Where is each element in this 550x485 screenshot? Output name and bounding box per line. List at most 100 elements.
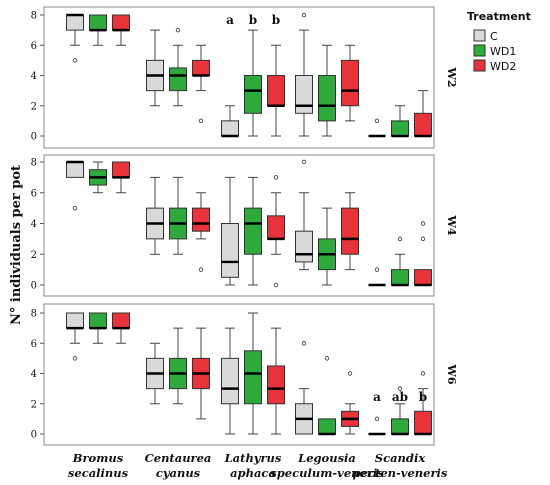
y-tick-label: 0: [31, 132, 37, 143]
box-C: [295, 341, 313, 435]
legend-title: Treatment: [467, 10, 531, 23]
outlier-point: [273, 175, 279, 180]
outlier-point: [374, 118, 380, 124]
species-label: Bromus: [72, 451, 124, 465]
box-WD2: [192, 44, 210, 124]
outlier-point: [72, 58, 78, 63]
box-iqr: [267, 75, 285, 107]
y-axis-label: N° individuals per pot: [9, 165, 24, 325]
panel-frame: [43, 154, 435, 297]
box-iqr: [318, 75, 336, 122]
box-iqr: [112, 14, 130, 31]
box-WD1: [169, 327, 187, 405]
box-iqr: [112, 312, 130, 329]
box-iqr: [295, 230, 313, 263]
box-C: [66, 312, 84, 361]
outlier-point: [420, 221, 426, 226]
panel-W2: 0 2 4 6 8 W2 a b b: [31, 6, 458, 149]
box-WD1: [89, 312, 107, 344]
y-tick-label: 2: [31, 101, 37, 112]
box-iqr: [192, 207, 210, 232]
box-WD1: [244, 312, 262, 435]
box-WD1: [318, 356, 336, 436]
species-label: Scandix: [375, 451, 426, 465]
panel-W4: 0 2 4 6 8 W4: [31, 154, 458, 297]
box-C: [295, 159, 313, 271]
box-iqr: [391, 418, 409, 435]
box-iqr: [341, 59, 359, 107]
box-iqr: [391, 120, 409, 137]
outlier-point: [198, 267, 204, 272]
box-WD1: [169, 176, 187, 255]
panel-tag: W4: [445, 214, 458, 235]
species-label: Legousia: [297, 451, 356, 465]
outlier-point: [397, 386, 403, 391]
significance-letter: a: [226, 13, 234, 27]
legend-swatch-WD2: [473, 59, 486, 72]
y-tick-label: 4: [31, 369, 37, 380]
y-tick-label: 6: [31, 41, 37, 52]
y-tick-label: 8: [31, 158, 37, 169]
panel-frame: [43, 303, 435, 446]
y-tick-label: 8: [31, 309, 37, 320]
box-WD1: [391, 236, 409, 287]
box-iqr: [244, 207, 262, 255]
significance-letter: a: [373, 390, 381, 404]
legend-label-WD2: WD2: [490, 60, 516, 73]
species-label: secalinus: [68, 466, 129, 480]
box-iqr: [244, 75, 262, 114]
outlier-point: [273, 282, 279, 288]
outlier-point: [301, 12, 307, 18]
box-WD2: [341, 371, 359, 435]
box-WD2: [414, 221, 432, 287]
box-C: [221, 105, 239, 138]
box-C: [368, 118, 386, 138]
box-WD2: [267, 44, 285, 137]
outlier-point: [397, 236, 403, 242]
box-WD1: [169, 27, 187, 107]
box-iqr: [192, 59, 210, 76]
box-iqr: [89, 312, 107, 329]
box-WD2: [112, 312, 130, 344]
y-tick-label: 4: [31, 219, 37, 230]
species-label: Centaurea: [145, 451, 212, 465]
outlier-point: [301, 159, 307, 165]
species-label: speculum-veneris: [270, 466, 384, 480]
significance-letter: ab: [392, 390, 408, 404]
legend-swatch-WD1: [473, 44, 486, 57]
y-tick-label: 2: [31, 399, 37, 410]
y-tick-label: 6: [31, 339, 37, 350]
significance-letter: b: [419, 390, 427, 404]
box-WD1: [244, 176, 262, 286]
box-C: [146, 29, 164, 107]
outlier-point: [420, 236, 426, 242]
species-label: cyanus: [156, 466, 201, 480]
box-iqr: [221, 357, 239, 405]
box-iqr: [391, 269, 409, 286]
outlier-point: [301, 341, 307, 346]
y-tick-label: 6: [31, 188, 37, 199]
box-iqr: [169, 67, 187, 92]
box-WD2: [414, 90, 432, 138]
box-WD1: [391, 105, 409, 138]
box-C: [66, 13, 84, 63]
box-C: [146, 176, 164, 255]
box-iqr: [221, 223, 239, 278]
box-WD2: [112, 161, 130, 194]
legend-label-WD1: WD1: [490, 45, 516, 58]
box-WD1: [244, 29, 262, 137]
box-iqr: [318, 418, 336, 435]
outlier-point: [198, 118, 204, 124]
box-WD1: [89, 161, 107, 194]
box-iqr: [66, 312, 84, 329]
panel-tag: W2: [445, 66, 458, 87]
outlier-point: [175, 27, 181, 33]
box-WD1: [318, 44, 336, 137]
box-C: [368, 267, 386, 287]
panel-frame: [43, 6, 435, 149]
outlier-point: [374, 416, 380, 422]
legend-label-C: C: [490, 30, 498, 43]
